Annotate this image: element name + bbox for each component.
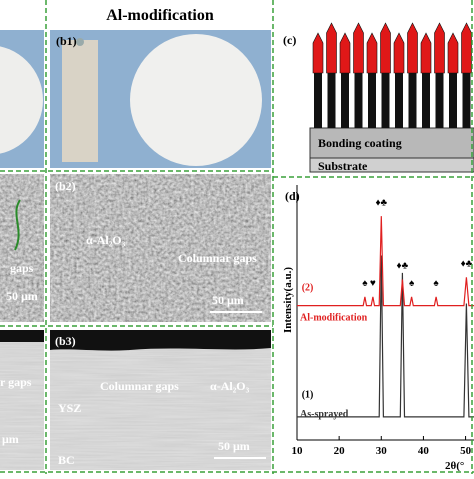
annotation: Columnar gaps — [178, 251, 257, 265]
xrd-line — [297, 216, 474, 305]
annotation: ♦♣ — [461, 258, 473, 269]
b1-photo: (b1) — [50, 30, 271, 168]
column — [355, 68, 363, 128]
x-tick-label: 30 — [376, 445, 388, 457]
column-top — [313, 33, 323, 73]
x-tick-label: 40 — [418, 445, 430, 457]
column-top — [408, 23, 418, 73]
b3-section: (b3) Columnar gaps α-Al₂O₃ YSZ BC 50 μm — [50, 330, 271, 470]
panel-label: (c) — [283, 33, 296, 47]
column — [368, 68, 376, 128]
series-name: Al-modification — [300, 313, 368, 324]
layer-label: Substrate — [318, 159, 368, 173]
column-top — [421, 33, 431, 73]
left-text: gaps — [10, 261, 34, 275]
column — [341, 68, 349, 128]
heading: Al-modification — [106, 7, 214, 24]
column-top — [367, 33, 377, 73]
left-text: 50 μm — [6, 289, 38, 303]
column — [463, 68, 471, 128]
left-text: r gaps — [0, 375, 32, 389]
column-top — [381, 23, 391, 73]
left-photos: gaps 50 μm r gaps μm — [0, 30, 44, 470]
annotation: BC — [58, 453, 75, 467]
annotation: α-Al₂O₃ — [86, 233, 126, 247]
panel-label: (b2) — [55, 179, 76, 193]
y-label: Intensity(a.u.) — [282, 267, 294, 333]
c-diagram: (c) Bonding coating Substrate — [283, 23, 474, 173]
annotation: ♠ — [409, 278, 415, 289]
column-top — [394, 33, 404, 73]
column-top — [448, 33, 458, 73]
annotation: YSZ — [58, 401, 81, 415]
annotation: (2) — [302, 282, 314, 293]
annotation: ♠ — [362, 278, 368, 289]
column — [328, 68, 336, 128]
panel-label: (b3) — [55, 334, 76, 348]
column-top — [435, 23, 445, 73]
column — [409, 68, 417, 128]
x-tick-label: 10 — [292, 445, 304, 457]
left-text: μm — [2, 432, 19, 446]
column — [436, 68, 444, 128]
series-name: As-sprayed — [300, 409, 349, 420]
panel-label: (b1) — [56, 34, 77, 48]
x-tick-label: 50 — [460, 445, 472, 457]
xrd-line — [297, 256, 474, 417]
annotation: (1) — [302, 389, 314, 400]
layer-label: Bonding coating — [318, 136, 402, 150]
column-top — [327, 23, 337, 73]
x-label: 2θ(° — [445, 460, 464, 472]
column-top — [354, 23, 364, 73]
column-top — [340, 33, 350, 73]
column-top — [462, 23, 472, 73]
annotation: ♦♣ — [375, 197, 387, 208]
scale-bar: 50 μm — [212, 293, 244, 307]
scale-bar: 50 μm — [218, 439, 250, 453]
annotation: ♥ — [370, 278, 376, 289]
column — [422, 68, 430, 128]
column — [314, 68, 322, 128]
x-tick-label: 20 — [334, 445, 346, 457]
annotation: ♠ — [433, 278, 439, 289]
column — [382, 68, 390, 128]
b2-sem: (b2) α-Al₂O₃ Columnar gaps 50 μm — [50, 174, 271, 322]
column — [449, 68, 457, 128]
annotation: Columnar gaps — [100, 379, 179, 393]
column — [395, 68, 403, 128]
annotation: α-Al₂O₃ — [210, 379, 250, 393]
annotation: ♦♣ — [397, 261, 409, 272]
